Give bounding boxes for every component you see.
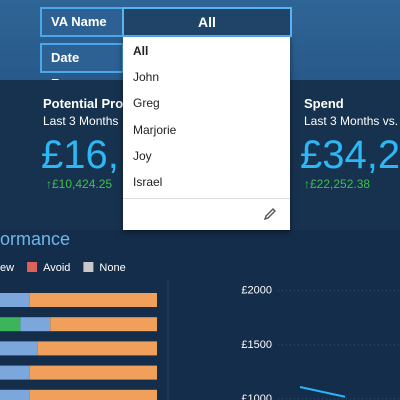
legend-swatch [83, 262, 94, 272]
edit-icon[interactable] [263, 207, 277, 221]
dropdown-option[interactable]: Greg [133, 96, 160, 111]
card-subtitle: Last 3 Months vs. [304, 114, 399, 128]
bar-segment [20, 317, 51, 332]
bar-segment [0, 365, 30, 380]
dropdown-input[interactable]: All [122, 7, 292, 37]
card-change: ↑£22,252.38 [304, 177, 371, 191]
bar-segment [0, 317, 21, 332]
bar-segment [29, 293, 157, 307]
filter-label[interactable]: VA Name [40, 7, 124, 37]
bar-segment [37, 341, 157, 356]
bar-segment [0, 341, 38, 356]
legend-swatch [27, 262, 38, 272]
dropdown-option[interactable]: John [133, 70, 160, 85]
bar-segment [29, 389, 157, 400]
dropdown-menu: All John Greg Marjorie Joy Israel [123, 37, 290, 230]
dropdown-option[interactable]: Marjorie [133, 122, 177, 137]
card-change: ↑£10,424.25 [46, 177, 113, 191]
legend-label: Avoid [43, 262, 70, 274]
section-title: ormance [0, 229, 70, 249]
y-tick-label: £1000 [241, 393, 272, 400]
card-title: Potential Pro [43, 96, 124, 111]
legend-label: ew [0, 262, 14, 274]
dropdown-option[interactable]: All [133, 44, 149, 58]
line-series [299, 386, 346, 398]
card-value: £16, [41, 133, 119, 177]
card-value: £34,2 [300, 133, 400, 177]
dropdown-value[interactable]: All [198, 14, 216, 30]
separator [123, 198, 290, 199]
card-title: Spend [304, 96, 344, 111]
dropdown-option[interactable]: Israel [133, 175, 163, 189]
y-tick-label: £2000 [241, 285, 272, 297]
bar-segment [0, 293, 30, 307]
y-tick-label: £1500 [241, 339, 272, 351]
bar-segment [0, 389, 30, 400]
dropdown-option[interactable]: Joy [133, 148, 152, 163]
bar-segment [50, 317, 157, 332]
bar-segment [29, 365, 157, 380]
legend-label: None [99, 262, 125, 274]
card-subtitle: Last 3 Months [43, 114, 119, 128]
